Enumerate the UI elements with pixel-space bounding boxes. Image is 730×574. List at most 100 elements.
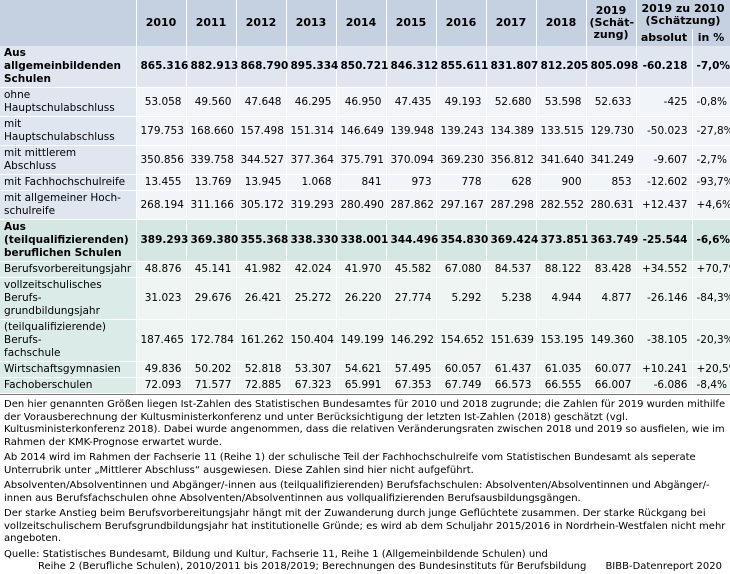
cell: 831.807 [486,46,538,88]
cell: 5.238 [486,277,537,320]
cell: 41.982 [236,261,287,278]
header-row: 2010 2011 2012 2013 2014 2015 2016 2017 2018 2019… [0,0,730,46]
cell: 973 [386,174,437,191]
cell: 287.862 [386,190,437,220]
cell: 67.080 [436,261,487,278]
column-header: 2016 [436,0,487,46]
cell: 146.292 [386,319,437,362]
cell: 25.272 [286,277,337,320]
cell: 846.312 [386,46,438,88]
cell: 88.122 [536,261,587,278]
cell: 134.389 [486,116,537,146]
cell: 50.202 [186,361,237,378]
table-row: mit Hauptschulabschluss 179.753 168.660 157… [0,116,730,146]
cell: 868.790 [236,46,288,88]
cell: 52.818 [236,361,287,378]
table-body: Aus allgemeinbildenden Schulen 865.316 882… [0,46,730,394]
cell: 41.970 [336,261,387,278]
cell: 60.077 [586,361,637,378]
cell: 338.330 [286,219,338,262]
table-row: vollzeitschulisches Berufs- grundbildung… [0,277,730,320]
cell: 57.495 [386,361,437,378]
column-header: 2013 [286,0,337,46]
cell: 882.913 [186,46,238,88]
cell: 72.093 [136,377,187,394]
cell: +12.437 [636,190,693,220]
cell: +70,7% [692,261,730,278]
cell: 52.680 [486,87,537,117]
cell: 4.944 [536,277,587,320]
cell: 151.639 [486,319,537,362]
cell: 841 [336,174,387,191]
note: Den hier genannten Größen liegen Ist-Zah… [4,399,726,448]
notes: Den hier genannten Größen liegen Ist-Zah… [0,394,730,574]
cell: 354.830 [436,219,488,262]
cell: 305.172 [236,190,287,220]
table-row: mit allgemeiner Hoch- schulreife 268.194 3… [0,190,730,220]
cell: 47.648 [236,87,287,117]
cell: 149.360 [586,319,637,362]
cell: 778 [436,174,487,191]
cell: 319.293 [286,190,337,220]
cell: +10.241 [636,361,693,378]
row-label: ohne Hauptschulabschluss [0,87,137,117]
cell: 66.007 [586,377,637,394]
column-header: 2011 [186,0,237,46]
row-label: vollzeitschulisches Berufs- grundbildung… [0,277,137,320]
cell: 84.537 [486,261,537,278]
cell: 339.758 [186,145,237,175]
cell: -38.105 [636,319,693,362]
cell: -9.607 [636,145,693,175]
column-header: in % [692,29,730,46]
cell: 53.307 [286,361,337,378]
cell: 67.353 [386,377,437,394]
cell: -84,3% [692,277,730,320]
cell: 45.141 [186,261,237,278]
table-row: (teilqualifizierende) Berufs- fachschule… [0,319,730,362]
cell: 855.611 [436,46,488,88]
table-row: Berufsvorbereitungsjahr 48.876 45.141 41.98… [0,261,730,278]
cell: 66.555 [536,377,587,394]
cell: +34.552 [636,261,693,278]
row-label: Wirtschaftsgymnasien [0,361,137,378]
cell: 369.230 [436,145,487,175]
cell: 45.582 [386,261,437,278]
note: Der starke Anstieg beim Berufsvorbereitu… [4,508,726,544]
cell: 628 [486,174,537,191]
column-header: absolut [636,29,693,46]
column-group-header: 2019 zu 2010 (Schätzung) [636,0,730,30]
source: Quelle: Statistisches Bundesamt, Bildung… [4,549,726,574]
cell: 60.057 [436,361,487,378]
table-row: mit Fachhochschulreife 13.455 13.769 13.945… [0,174,730,191]
cell: 139.948 [386,116,437,146]
cell: 129.730 [586,116,637,146]
cell: 363.749 [586,219,638,262]
cell: 900 [536,174,587,191]
credit: BIBB-Datenreport 2020 [605,561,722,572]
cell: 280.631 [586,190,637,220]
cell: 27.774 [386,277,437,320]
cell: 42.024 [286,261,337,278]
cell: 133.515 [536,116,587,146]
cell: -8,4% [692,377,730,394]
cell: 389.293 [136,219,188,262]
cell: 149.199 [336,319,387,362]
column-header: 2010 [136,0,187,46]
cell: 53.058 [136,87,187,117]
cell: 153.195 [536,319,587,362]
column-header: 2015 [386,0,437,46]
cell: -93,7% [692,174,730,191]
cell: 344.527 [236,145,287,175]
cell: 850.721 [336,46,388,88]
cell: 46.295 [286,87,337,117]
cell: -26.146 [636,277,693,320]
cell: 341.640 [536,145,587,175]
table-row: Aus allgemeinbildenden Schulen 865.316 882… [0,46,730,88]
cell: 356.812 [486,145,537,175]
column-header: 2018 [536,0,587,46]
cell: -7,0% [692,46,730,88]
cell: 67.749 [436,377,487,394]
cell: 268.194 [136,190,187,220]
cell: 370.094 [386,145,437,175]
